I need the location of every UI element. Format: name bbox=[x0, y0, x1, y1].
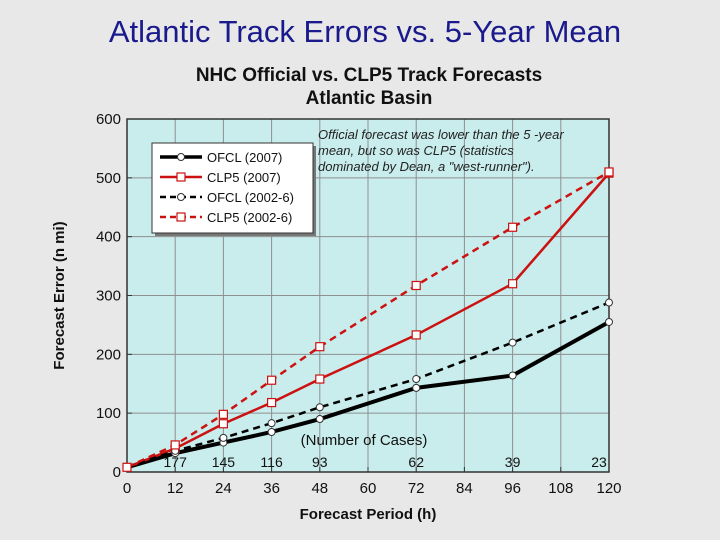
data-point bbox=[267, 397, 277, 408]
y-tick-label: 200 bbox=[96, 346, 121, 363]
series-line bbox=[126, 320, 610, 470]
data-point bbox=[412, 383, 421, 392]
origin-point bbox=[122, 462, 132, 472]
x-tick-label: 24 bbox=[215, 480, 232, 497]
legend-marker bbox=[177, 193, 185, 201]
series-1 bbox=[126, 317, 613, 470]
data-point bbox=[508, 222, 518, 232]
legend-marker bbox=[176, 172, 186, 182]
cases-label: (Number of Cases) bbox=[301, 432, 428, 449]
case-count: 145 bbox=[212, 454, 236, 470]
y-tick-label: 300 bbox=[96, 288, 121, 305]
series-line bbox=[126, 301, 610, 469]
legend-label: OFCL (2002-6) bbox=[207, 190, 294, 205]
x-axis-title: Forecast Period (h) bbox=[300, 506, 437, 523]
series-line bbox=[126, 172, 610, 469]
series-4 bbox=[126, 167, 614, 469]
y-tick-label: 400 bbox=[96, 229, 121, 246]
data-point bbox=[411, 280, 421, 291]
series-3 bbox=[126, 298, 613, 469]
data-point bbox=[412, 375, 421, 384]
y-tick-label: 600 bbox=[96, 111, 121, 128]
slide-title: Atlantic Track Errors vs. 5-Year Mean bbox=[108, 14, 622, 49]
data-point bbox=[218, 419, 228, 429]
x-tick-label: 0 bbox=[123, 480, 131, 497]
x-tick-label: 36 bbox=[263, 480, 280, 497]
data-point bbox=[315, 342, 325, 352]
data-point bbox=[605, 298, 613, 307]
x-tick-label: 72 bbox=[408, 480, 425, 497]
x-tick-label: 120 bbox=[596, 480, 621, 497]
y-tick-label: 500 bbox=[96, 170, 121, 187]
data-point bbox=[604, 167, 614, 177]
x-tick-label: 84 bbox=[456, 480, 473, 497]
data-point bbox=[315, 374, 325, 384]
case-count: 39 bbox=[505, 454, 521, 470]
x-tick-label: 108 bbox=[548, 480, 573, 497]
data-point bbox=[315, 403, 324, 412]
data-point bbox=[267, 375, 277, 385]
x-tick-label: 96 bbox=[504, 480, 521, 497]
y-tick-label: 100 bbox=[96, 405, 121, 422]
legend-marker bbox=[177, 153, 185, 161]
legend-label: CLP5 (2007) bbox=[207, 170, 281, 185]
y-tick-label: 0 bbox=[113, 464, 121, 481]
x-tick-label: 48 bbox=[311, 480, 328, 497]
data-point bbox=[411, 330, 421, 340]
chart-title-line1: NHC Official vs. CLP5 Track Forecasts bbox=[195, 65, 543, 86]
chart-annotation: Official forecast was lower than the 5 -… bbox=[318, 127, 564, 174]
data-point bbox=[315, 415, 324, 424]
data-point bbox=[605, 317, 613, 326]
x-tick-label: 12 bbox=[167, 480, 184, 497]
data-point bbox=[218, 409, 228, 419]
y-axis-title: Forecast Error (n mi) bbox=[51, 221, 68, 369]
case-count: 116 bbox=[260, 454, 283, 470]
legend-marker bbox=[176, 212, 186, 222]
legend-label: CLP5 (2002-6) bbox=[207, 210, 292, 225]
case-count: 93 bbox=[312, 454, 328, 470]
data-point bbox=[219, 433, 228, 442]
data-point bbox=[508, 279, 518, 289]
legend-label: OFCL (2007) bbox=[207, 150, 282, 165]
case-count: 62 bbox=[408, 454, 424, 470]
case-count: 23 bbox=[591, 454, 607, 470]
x-tick-label: 60 bbox=[360, 480, 377, 497]
data-point bbox=[508, 371, 517, 380]
data-point bbox=[267, 427, 276, 436]
chart-subtitle: Atlantic Basin bbox=[305, 88, 433, 109]
data-point bbox=[508, 338, 517, 347]
case-count: 177 bbox=[164, 454, 188, 470]
data-point bbox=[170, 440, 180, 450]
series-line bbox=[126, 170, 610, 469]
chart-title: NHC Official vs. CLP5 Track Forecasts At… bbox=[127, 64, 611, 110]
data-point bbox=[267, 419, 276, 428]
